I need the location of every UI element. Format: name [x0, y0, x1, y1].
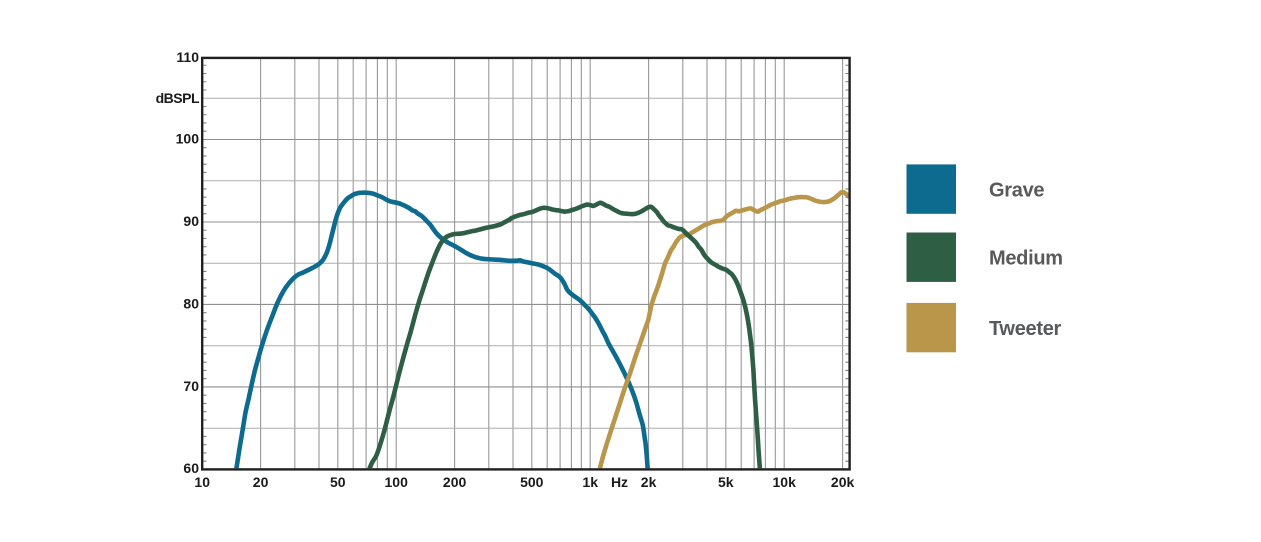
- svg-text:70: 70: [183, 378, 199, 394]
- svg-text:dBSPL: dBSPL: [156, 90, 200, 106]
- svg-text:20k: 20k: [831, 474, 855, 490]
- svg-text:5k: 5k: [718, 474, 734, 490]
- svg-text:60: 60: [183, 460, 199, 476]
- svg-text:10k: 10k: [773, 474, 797, 490]
- svg-text:2k: 2k: [641, 474, 657, 490]
- svg-text:50: 50: [330, 474, 346, 490]
- svg-text:500: 500: [520, 474, 544, 490]
- svg-text:10: 10: [194, 474, 210, 490]
- svg-text:80: 80: [183, 295, 199, 311]
- svg-text:Tweeter: Tweeter: [989, 318, 1062, 340]
- svg-text:110: 110: [176, 49, 199, 65]
- svg-text:Grave: Grave: [989, 179, 1044, 201]
- svg-text:Hz: Hz: [611, 474, 628, 490]
- svg-text:90: 90: [183, 213, 199, 229]
- svg-text:Medium: Medium: [989, 247, 1063, 269]
- svg-text:1k: 1k: [582, 474, 598, 490]
- svg-text:20: 20: [253, 474, 269, 490]
- svg-text:100: 100: [385, 474, 409, 490]
- svg-text:100: 100: [176, 130, 200, 146]
- svg-text:200: 200: [443, 474, 467, 490]
